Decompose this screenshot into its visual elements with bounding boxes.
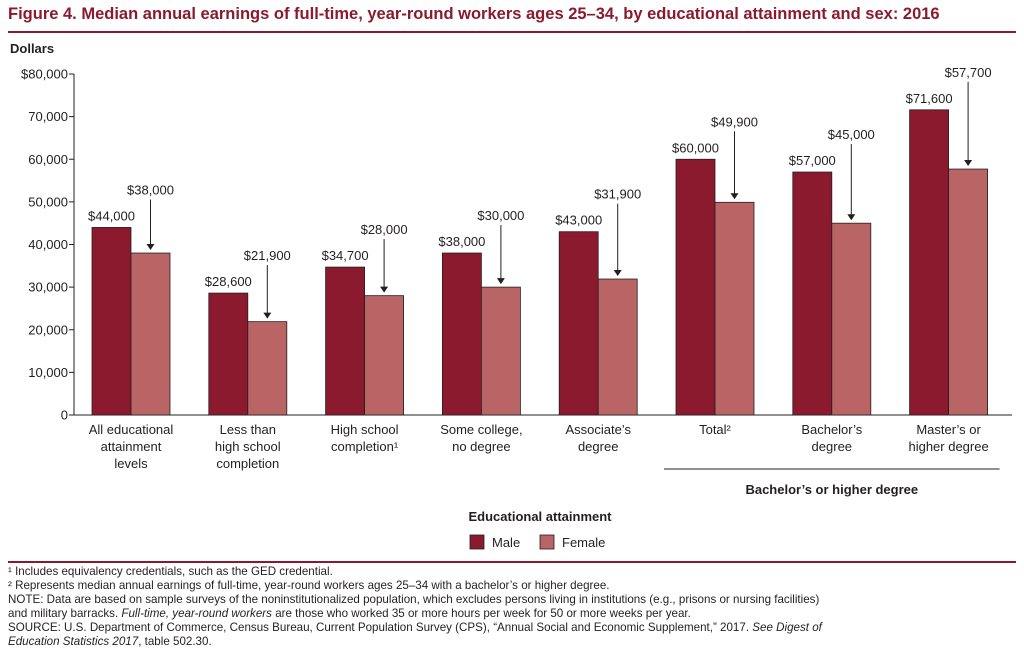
x-tick-label: no degree — [452, 439, 511, 454]
x-tick-label: High school — [331, 422, 399, 437]
bar-female — [247, 321, 288, 416]
arrow-head — [380, 286, 389, 293]
x-tick-label: degree — [578, 439, 618, 454]
figure-notes: ¹ Includes equivalency credentials, such… — [8, 565, 1018, 649]
data-label-female: $45,000 — [828, 127, 875, 142]
arrow-head — [613, 270, 622, 277]
data-label-male: $57,000 — [789, 153, 836, 168]
y-axis-label: Dollars — [10, 41, 54, 56]
x-tick-label: degree — [812, 439, 852, 454]
x-tick-label: Total² — [699, 422, 731, 437]
footnote-1: ¹ Includes equivalency credentials, such… — [8, 565, 333, 578]
note-line-1: NOTE: Data are based on sample surveys o… — [8, 593, 820, 606]
bar-female — [597, 278, 638, 416]
x-tick-label: Associate’s — [565, 422, 631, 437]
x-tick-label: completion¹ — [331, 439, 399, 454]
x-tick-label: Less than — [220, 422, 276, 437]
x-axis-label: Educational attainment — [468, 509, 612, 524]
bar-female — [480, 286, 521, 416]
data-label-female: $21,900 — [244, 248, 291, 263]
arrow-head — [146, 244, 155, 251]
y-tick-label: 40,000 — [28, 237, 68, 252]
data-label-male: $43,000 — [555, 213, 602, 228]
x-tick-label: Some college, — [440, 422, 522, 437]
x-tick-label: higher degree — [908, 439, 988, 454]
note-line-2: and military barracks. Full-time, year-r… — [8, 607, 1018, 621]
y-tick-label: 20,000 — [28, 322, 68, 337]
y-tick-label: 0 — [61, 408, 68, 423]
x-tick-label: Bachelor’s — [801, 422, 862, 437]
data-label-male: $71,600 — [906, 91, 953, 106]
bar-male — [909, 109, 949, 416]
note-text-a: and military barracks. — [8, 607, 122, 620]
legend-swatch-female — [539, 534, 555, 550]
figure-title: Figure 4. Median annual earnings of full… — [8, 5, 940, 23]
bar-female — [130, 252, 171, 416]
x-tick-label: completion — [216, 456, 279, 471]
data-label-female: $57,700 — [945, 65, 992, 80]
x-tick-label: high school — [215, 439, 281, 454]
data-label-male: $28,600 — [205, 274, 252, 289]
arrow-head — [730, 193, 739, 200]
source-text-b: , table 502.30. — [138, 635, 212, 648]
data-label-male: $38,000 — [438, 234, 485, 249]
source-line-2: Education Statistics 2017, table 502.30. — [8, 635, 1018, 649]
data-label-female: $49,900 — [711, 114, 758, 129]
source-text-italic-b: Education Statistics 2017 — [8, 635, 139, 648]
data-label-male: $60,000 — [672, 140, 719, 155]
source-text-italic-a: See Digest of — [752, 621, 822, 634]
bar-male — [558, 231, 599, 416]
data-label-female: $31,900 — [594, 187, 641, 202]
y-tick-label: $80,000 — [21, 67, 68, 82]
y-tick-label: 10,000 — [28, 365, 68, 380]
bar-chart: 0 10,000 20,000 30,000 40,000 50,000 60,000 70,… — [10, 41, 1012, 550]
source-text-a: SOURCE: U.S. Department of Commerce, Cen… — [8, 621, 753, 634]
legend-label-female: Female — [562, 535, 605, 550]
bar-female — [948, 168, 988, 416]
data-label-male: $44,000 — [88, 208, 135, 223]
bar-male — [441, 252, 482, 416]
x-tick-label: attainment — [101, 439, 162, 454]
data-label-female: $30,000 — [477, 208, 524, 223]
data-label-female: $38,000 — [127, 182, 174, 197]
bar-male — [792, 171, 833, 416]
y-tick-label: 50,000 — [28, 194, 68, 209]
arrow-head — [964, 160, 973, 167]
bar-male — [208, 292, 249, 416]
arrow-head — [496, 278, 505, 285]
y-tick-label: 60,000 — [28, 152, 68, 167]
bar-male — [91, 227, 132, 416]
note-text-italic: Full-time, year-round workers — [121, 607, 272, 620]
legend-label-male: Male — [492, 535, 520, 550]
data-label-female: $28,000 — [361, 222, 408, 237]
x-tick-label: All educational — [89, 422, 174, 437]
y-tick-label: 30,000 — [28, 280, 68, 295]
bar-female — [714, 201, 755, 416]
data-label-male: $34,700 — [322, 248, 369, 263]
arrow-head — [847, 214, 856, 221]
notes-rule — [8, 561, 1016, 563]
bar-female — [364, 295, 405, 416]
footnote-2: ² Represents median annual earnings of f… — [8, 579, 610, 592]
source-line-1: SOURCE: U.S. Department of Commerce, Cen… — [8, 621, 1018, 635]
x-tick-label: Master’s or — [916, 422, 981, 437]
bar-male — [325, 266, 366, 416]
bar-male — [675, 158, 716, 416]
y-tick-label: 70,000 — [28, 109, 68, 124]
group-label: Bachelor’s or higher degree — [745, 482, 918, 497]
x-tick-label: levels — [114, 456, 148, 471]
note-text-b: are those who worked 35 or more hours pe… — [271, 607, 691, 620]
arrow-head — [263, 312, 272, 319]
bar-female — [831, 222, 872, 416]
legend-swatch-male — [469, 534, 485, 550]
title-rule — [8, 31, 1016, 33]
